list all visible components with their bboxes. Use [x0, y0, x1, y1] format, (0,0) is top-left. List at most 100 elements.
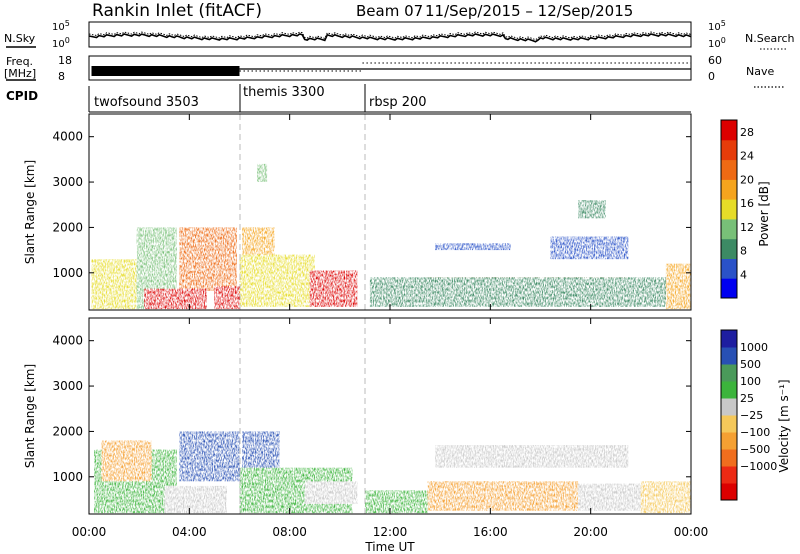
- power-colorbar: 4 8 12 16 20 24 28: [720, 119, 754, 299]
- nsky-frame: [88, 21, 692, 48]
- velocity-x-ticks: [88, 318, 692, 514]
- y-tick-label: 4000: [52, 130, 83, 144]
- nsky-tick-top: 105: [52, 19, 70, 33]
- freq-band-twofsound: [91, 66, 240, 76]
- colorbar-swatch: [721, 159, 737, 180]
- y-tick-label: 3000: [52, 175, 83, 189]
- nave-tick-bottom: 0: [708, 70, 715, 83]
- y-tick-label: 2000: [52, 424, 83, 438]
- power-colorbar-label: Power [dB]: [757, 181, 771, 246]
- echo-region: [101, 440, 152, 482]
- colorbar-swatch: [721, 398, 737, 416]
- echo-region: [364, 490, 428, 514]
- beam-label: Beam 07: [356, 2, 423, 20]
- freq-frame: [88, 55, 692, 81]
- velocity-panel: 1000 2000 3000 4000 Slant Range [km] 1000 50…: [23, 317, 791, 515]
- colorbar-swatch: [721, 258, 737, 279]
- colorbar-swatch: [721, 381, 737, 399]
- echo-region: [435, 243, 511, 251]
- freq-unit-label: [MHz]: [4, 67, 36, 80]
- colorbar-tick-label: 4: [740, 268, 747, 281]
- y-tick-label: 1000: [52, 266, 83, 280]
- colorbar-tick-label: 24: [740, 150, 754, 163]
- echo-region: [435, 445, 629, 468]
- nave-label: Nave: [746, 65, 774, 78]
- nsky-trace: [88, 33, 692, 43]
- echo-region: [665, 263, 691, 310]
- cpid-mode-themis: themis 3300: [243, 85, 325, 100]
- colorbar-swatch: [721, 483, 737, 501]
- nsearch-label: N.Search: [745, 32, 795, 45]
- echo-region: [179, 431, 240, 482]
- nsearch-tick-top: 105: [708, 19, 726, 33]
- echo-region: [144, 288, 207, 310]
- velocity-colorbar: 1000 500 100 25 −25 −100 −500 −1000: [720, 329, 777, 501]
- freq-traces: [91, 62, 691, 76]
- colorbar-tick-label: 16: [740, 197, 754, 210]
- echo-region: [179, 227, 237, 291]
- cpid-panel: CPID twofsound 3503 themis 3300 rbsp 200: [6, 84, 691, 113]
- echo-region: [304, 481, 358, 504]
- colorbar-frame: [720, 119, 738, 299]
- colorbar-swatch: [721, 415, 737, 433]
- echo-region: [164, 485, 227, 514]
- power-x-ticks: [88, 114, 692, 310]
- colorbar-swatch: [721, 238, 737, 259]
- colorbar-tick-label: −1000: [740, 460, 777, 473]
- colorbar-swatch: [721, 139, 737, 161]
- station-title: Rankin Inlet (fitACF): [92, 1, 262, 21]
- time-axis: 00:00 04:00 08:00 12:00 16:00 20:00 00:00: [72, 525, 709, 539]
- velocity-y-label: Slant Range [km]: [23, 364, 37, 468]
- colorbar-tick-label: 25: [740, 392, 754, 405]
- date-range: 11/Sep/2015 – 12/Sep/2015: [425, 2, 633, 20]
- echo-region: [550, 236, 629, 260]
- colorbar-swatch: [721, 364, 737, 382]
- colorbar-swatch: [721, 199, 737, 220]
- colorbar-swatch: [721, 432, 737, 450]
- colorbar-tick-label: 8: [740, 245, 747, 258]
- x-axis-label: Time UT: [364, 540, 415, 554]
- echo-region: [369, 277, 686, 307]
- x-tick-label: 16:00: [473, 525, 508, 539]
- nsearch-tick-bottom: 100: [708, 36, 726, 50]
- colorbar-tick-label: −25: [740, 409, 763, 422]
- colorbar-swatch: [721, 278, 737, 299]
- colorbar-swatch: [721, 449, 737, 467]
- echo-region: [427, 481, 579, 511]
- freq-tick-top: 18: [58, 54, 72, 67]
- colorbar-swatch: [721, 179, 737, 200]
- power-echo-field: [91, 163, 691, 310]
- nave-tick-top: 60: [708, 54, 722, 67]
- echo-region: [257, 163, 268, 182]
- exponent: 5: [65, 19, 70, 28]
- x-tick-label: 20:00: [573, 525, 608, 539]
- echo-region: [239, 254, 315, 307]
- nsky-label: N.Sky: [4, 32, 36, 45]
- x-tick-label: 00:00: [72, 525, 107, 539]
- colorbar-tick-label: −500: [740, 443, 770, 456]
- cpid-mode-twofsound: twofsound 3503: [94, 95, 199, 110]
- colorbar-tick-label: 500: [740, 358, 761, 371]
- power-panel: 1000 2000 3000 4000 Slant Range [km] 4 8 12 16…: [23, 113, 771, 311]
- freq-label: Freq.: [6, 55, 33, 68]
- x-tick-label: 08:00: [272, 525, 307, 539]
- cpid-mode-rbsp: rbsp 200: [369, 95, 427, 110]
- exponent: 0: [65, 36, 70, 45]
- freq-tick-bottom: 8: [58, 70, 65, 83]
- y-tick-label: 1000: [52, 470, 83, 484]
- x-tick-label: 04:00: [172, 525, 207, 539]
- power-y-label: Slant Range [km]: [23, 160, 37, 264]
- power-y-axis: 1000 2000 3000 4000: [52, 130, 691, 280]
- colorbar-tick-label: 20: [740, 173, 754, 186]
- exponent: 5: [721, 19, 726, 28]
- x-tick-label: 12:00: [373, 525, 408, 539]
- y-tick-label: 2000: [52, 220, 83, 234]
- colorbar-tick-label: 28: [740, 126, 754, 139]
- colorbar-tick-label: 1000: [740, 341, 768, 354]
- colorbar-swatch: [721, 218, 737, 240]
- x-tick-label: 00:00: [674, 525, 709, 539]
- exponent: 0: [721, 36, 726, 45]
- y-tick-label: 3000: [52, 379, 83, 393]
- velocity-echo-field: [94, 431, 691, 514]
